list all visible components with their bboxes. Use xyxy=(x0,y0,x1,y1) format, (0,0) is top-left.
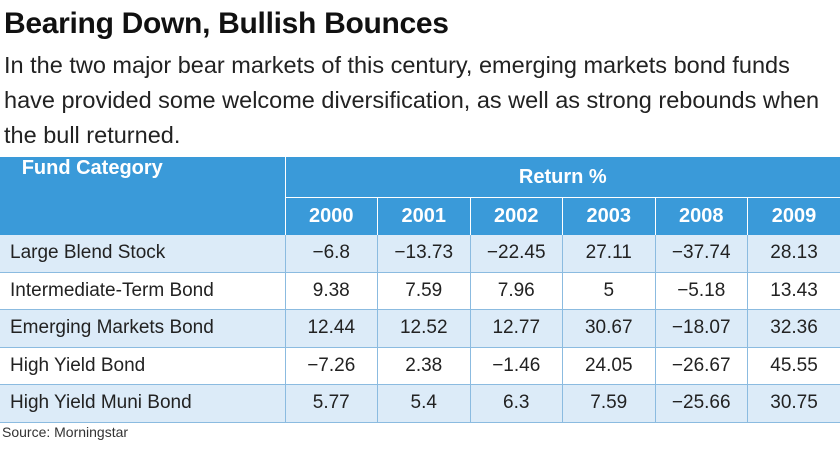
return-cell: −1.46 xyxy=(469,347,563,385)
year-header: 2000 xyxy=(284,197,378,235)
table-row: High Yield Bond −7.26 2.38 −1.46 24.05 −… xyxy=(0,347,840,385)
year-header: 2009 xyxy=(747,197,840,235)
chart-title: Bearing Down, Bullish Bounces xyxy=(4,7,449,40)
return-cell: −37.74 xyxy=(654,235,748,273)
source-note: Source: Morningstar xyxy=(2,424,129,440)
return-header: Return % xyxy=(284,157,840,198)
return-cell: 12.52 xyxy=(377,309,470,348)
return-cell: −25.66 xyxy=(654,384,748,423)
return-cell: −5.18 xyxy=(654,272,748,310)
return-cell: 28.13 xyxy=(747,235,840,273)
return-cell: 24.05 xyxy=(562,347,655,385)
table-row: Emerging Markets Bond 12.44 12.52 12.77 … xyxy=(0,309,840,348)
return-cell: 7.59 xyxy=(377,272,470,310)
year-header: 2003 xyxy=(562,197,655,235)
return-cell: 2.38 xyxy=(377,347,470,385)
return-cell: −18.07 xyxy=(654,309,748,348)
return-cell: 6.3 xyxy=(469,384,563,423)
return-cell: 13.43 xyxy=(747,272,840,310)
fund-category-header-label: Fund Category xyxy=(21,157,163,179)
return-cell: −26.67 xyxy=(654,347,748,385)
return-cell: 5.77 xyxy=(284,384,378,423)
return-cell: 7.96 xyxy=(469,272,563,310)
table-header-row: Fund Category Return % xyxy=(0,157,840,235)
table-row: High Yield Muni Bond 5.77 5.4 6.3 7.59 −… xyxy=(0,384,840,423)
return-cell: 27.11 xyxy=(562,235,655,273)
return-cell: 7.59 xyxy=(562,384,655,423)
table-row: Intermediate-Term Bond 9.38 7.59 7.96 5 … xyxy=(0,272,840,310)
chart-subtitle: In the two major bear markets of this ce… xyxy=(4,52,820,148)
fund-category-header: Fund Category xyxy=(0,157,285,235)
year-header: 2001 xyxy=(377,197,470,235)
return-cell: 30.67 xyxy=(562,309,655,348)
return-cell: −7.26 xyxy=(284,347,378,385)
return-cell: −6.8 xyxy=(284,235,378,273)
year-header-row: 2000 2001 2002 2003 2008 2009 xyxy=(0,197,840,235)
year-header: 2008 xyxy=(654,197,748,235)
return-cell: 12.44 xyxy=(284,309,378,348)
return-cell: 32.36 xyxy=(747,309,840,348)
year-header: 2002 xyxy=(469,197,563,235)
fund-name-cell: Large Blend Stock xyxy=(0,235,285,273)
return-cell: −13.73 xyxy=(377,235,470,273)
return-cell: 5 xyxy=(562,272,655,310)
fund-name-cell: High Yield Bond xyxy=(0,347,285,385)
return-cell: 30.75 xyxy=(747,384,840,423)
return-cell: 45.55 xyxy=(747,347,840,385)
return-cell: 5.4 xyxy=(377,384,470,423)
fund-name-cell: Intermediate-Term Bond xyxy=(0,272,285,310)
fund-name-cell: Emerging Markets Bond xyxy=(0,309,285,348)
table-row: Large Blend Stock −6.8 −13.73 −22.45 27.… xyxy=(0,235,840,273)
return-cell: −22.45 xyxy=(469,235,563,273)
return-cell: 12.77 xyxy=(469,309,563,348)
fund-name-cell: High Yield Muni Bond xyxy=(0,384,285,423)
return-cell: 9.38 xyxy=(284,272,378,310)
returns-table: Fund Category Return % 2000 2001 2002 20… xyxy=(0,157,840,423)
